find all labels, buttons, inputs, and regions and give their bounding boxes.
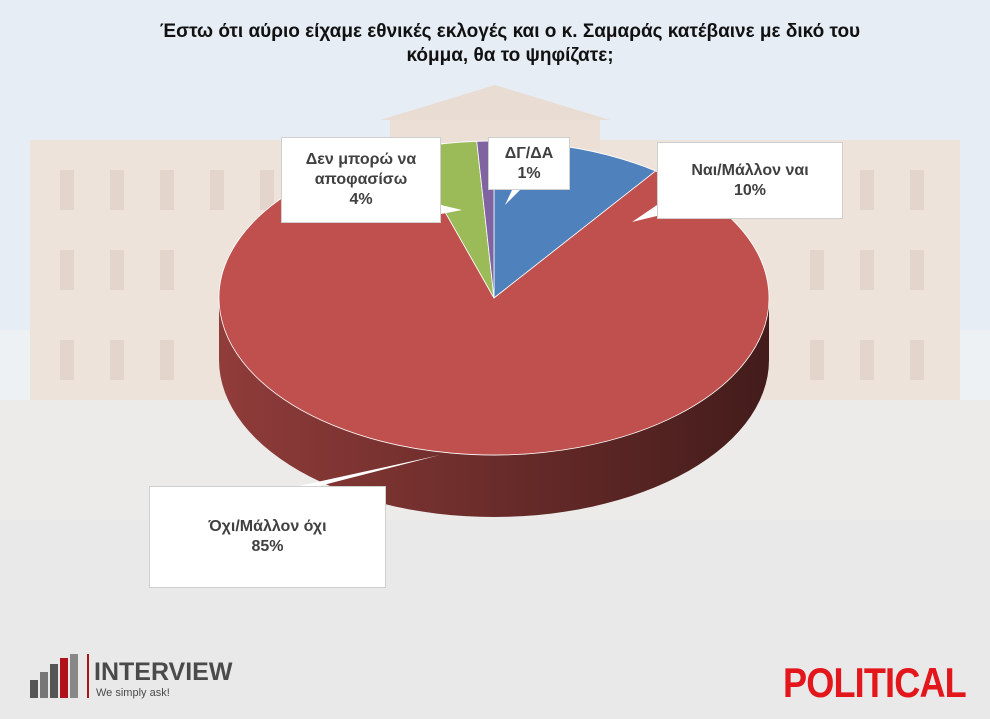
chart-title: Έστω ότι αύριο είχαμε εθνικές εκλογές κα… [159,21,861,66]
political-logo: POLITICAL [783,659,967,706]
interview-logo-tagline: We simply ask! [96,687,170,699]
callout-undecided-value: 4% [349,191,373,208]
callout-dk-label: ΔΓ/ΔΑ [504,144,554,162]
interview-logo-mark-icon [30,654,78,698]
callout-dk-value: 1% [517,164,541,182]
pie-slice-Όχι/Μάλλον όχι [218,148,770,456]
callout-leader-2 [441,205,462,214]
pie-side-wall [219,298,769,517]
callout-leader-3 [505,190,520,205]
pie-side-Όχι/Μάλλον όχι [219,298,769,517]
callout-leader-0 [632,205,665,222]
callout-undecided: Δεν μπορώ να αποφασίσω 4% [281,137,441,223]
interview-logo-name: INTERVIEW [94,658,233,686]
callout-yes-value: 10% [733,181,767,199]
callout-no-value: 85% [251,538,284,555]
callout-no-label: Όχι/Μάλλον όχι [208,518,327,535]
pie-top-face [218,140,770,456]
callout-no: Όχι/Μάλλον όχι 85% [149,486,386,588]
callout-undecided-label-1: Δεν μπορώ να [305,151,417,168]
callout-undecided-label-2: αποφασίσω [314,171,408,188]
interview-logo: INTERVIEW We simply ask! [30,654,233,699]
callout-yes-label: Ναι/Μάλλον ναι [691,161,809,179]
callout-yes: Ναι/Μάλλον ναι 10% [657,142,843,219]
callout-dk: ΔΓ/ΔΑ 1% [488,137,570,190]
